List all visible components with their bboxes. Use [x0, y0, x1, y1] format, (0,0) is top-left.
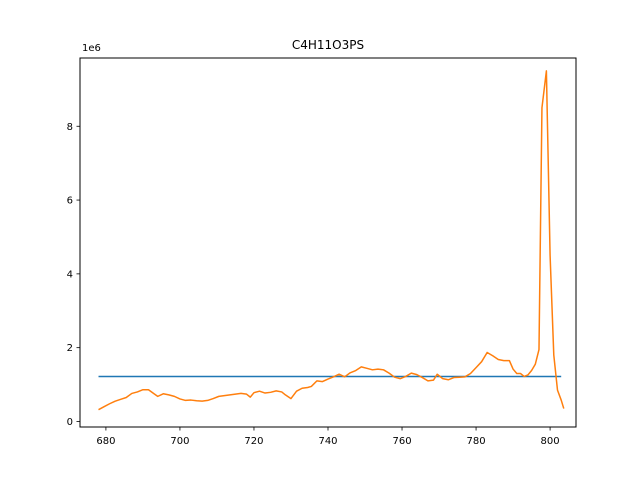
x-tick-label: 780 [467, 436, 486, 447]
y-axis: 0 2 4 6 8 [67, 122, 80, 428]
y-axis-offset-label: 1e6 [82, 43, 101, 54]
x-tick-label: 800 [541, 436, 560, 447]
x-axis: 680 700 720 740 760 780 800 [96, 427, 560, 447]
y-tick-label: 0 [67, 417, 73, 428]
x-tick-label: 700 [170, 436, 189, 447]
x-tick-label: 720 [244, 436, 263, 447]
y-tick-label: 8 [67, 122, 73, 133]
x-tick-label: 740 [318, 436, 337, 447]
axes-frame [79, 57, 577, 428]
chart-title: C4H11O3PS [292, 38, 364, 52]
x-tick-label: 760 [392, 436, 411, 447]
y-tick-label: 6 [67, 196, 73, 207]
x-tick-label: 680 [96, 436, 115, 447]
series-line-2 [98, 70, 565, 411]
y-tick-label: 2 [67, 343, 73, 354]
y-tick-label: 4 [67, 269, 73, 280]
plot-area [98, 70, 565, 411]
